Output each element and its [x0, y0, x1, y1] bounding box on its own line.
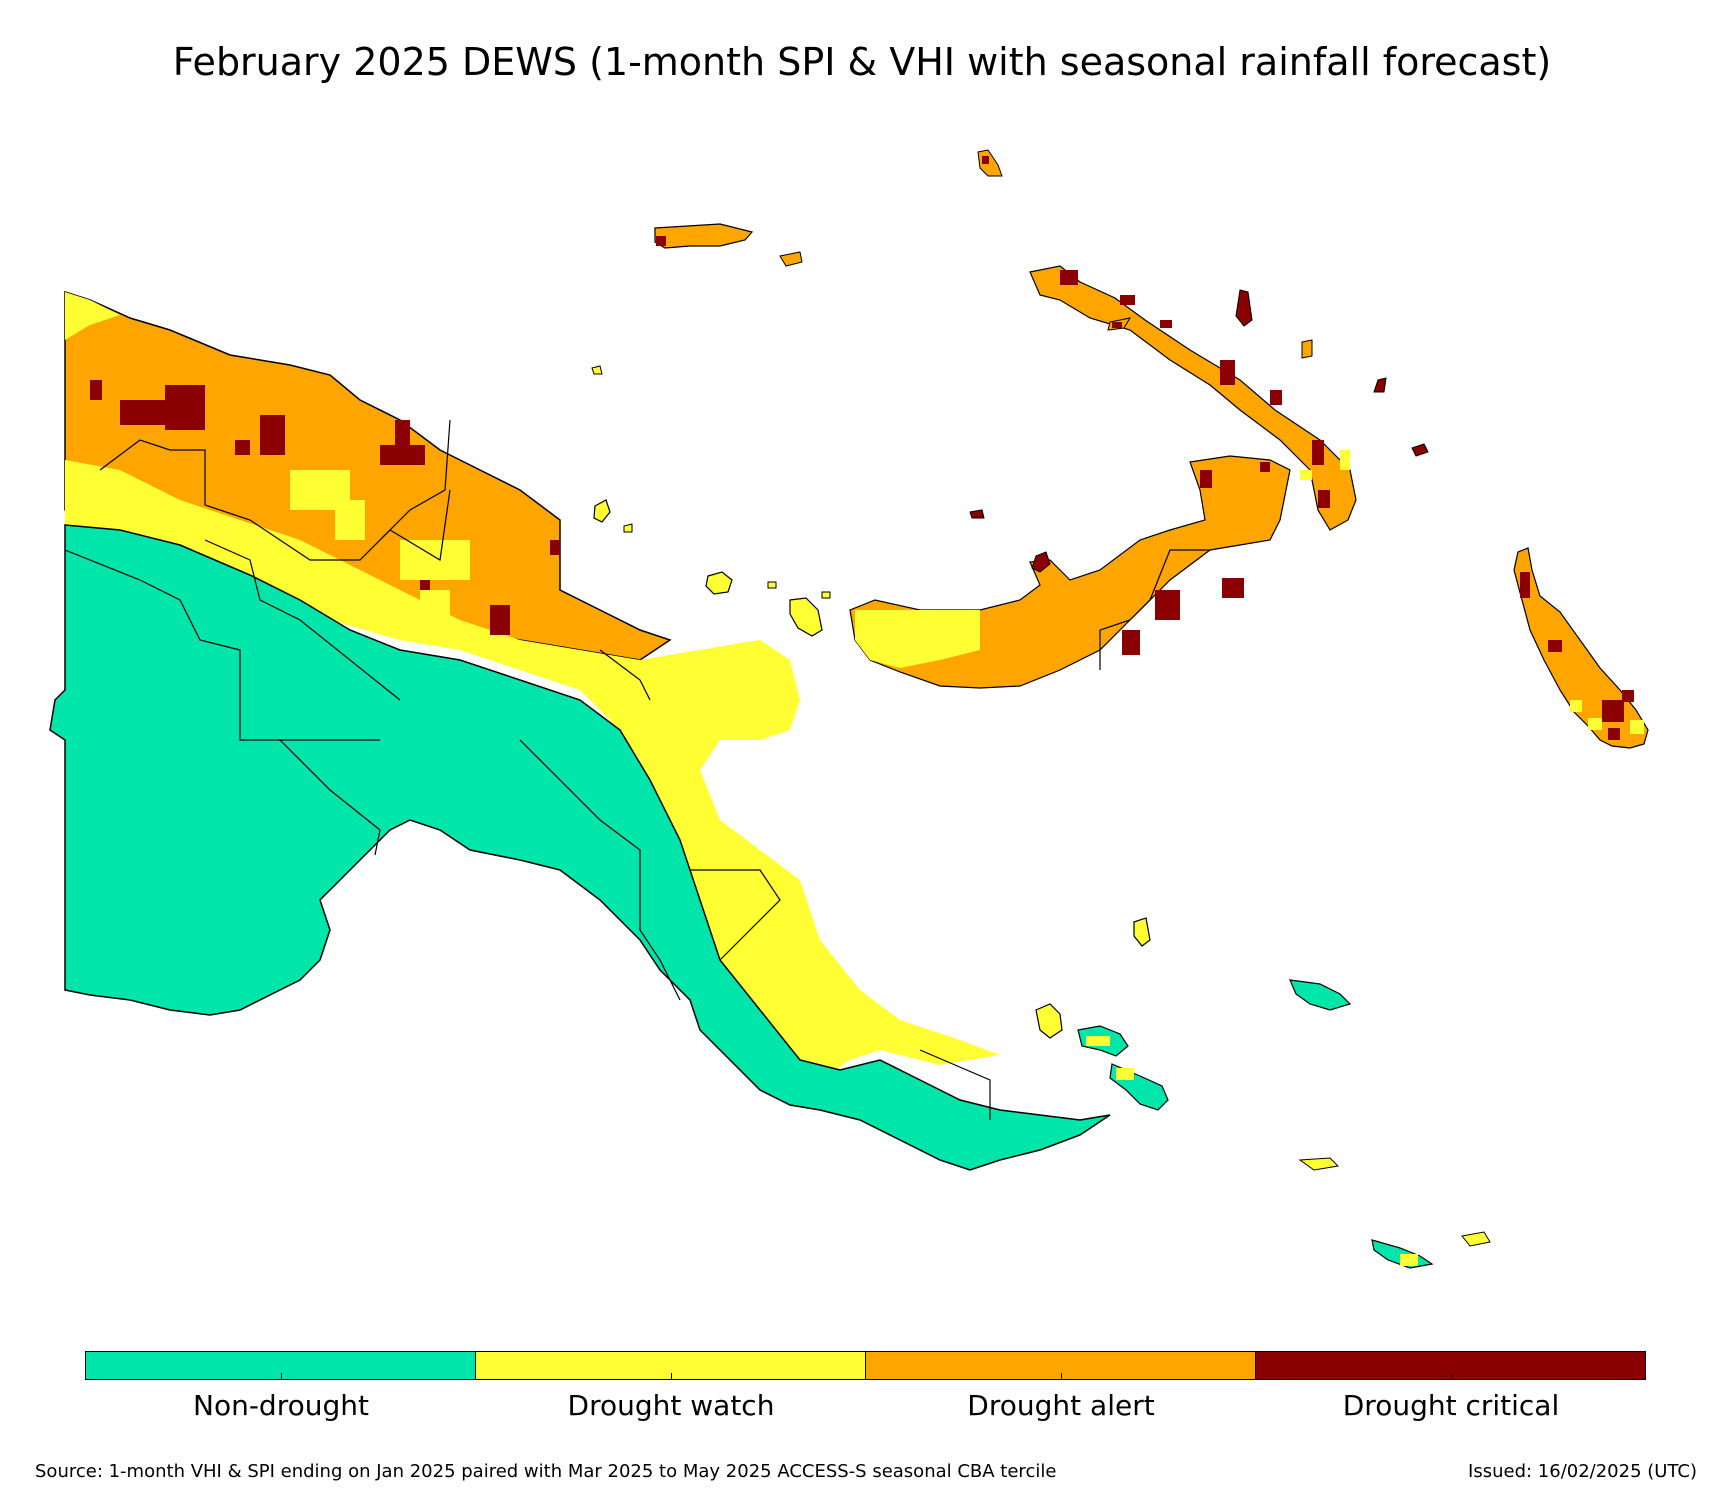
map-title: February 2025 DEWS (1-month SPI & VHI wi…: [172, 40, 1552, 84]
legend-label-drought-watch: Drought watch: [567, 1389, 775, 1422]
critical-patches-north: [90, 380, 560, 635]
legend-swatch-drought-alert: [866, 1352, 1256, 1379]
legend-label-drought-alert: Drought alert: [967, 1389, 1155, 1422]
watch-patches-north: [290, 470, 470, 630]
northern-small-islands: [591, 149, 1429, 519]
province-boundaries: [64, 419, 991, 1120]
new-ireland: [1029, 265, 1357, 531]
legend-swatch-non-drought: [86, 1352, 476, 1379]
milne-bay-islands: [1035, 917, 1491, 1269]
mainland-north-watch: [65, 292, 1000, 1080]
bougainville: [1513, 547, 1649, 749]
issued-date: Issued: 16/02/2025 (UTC): [1468, 1461, 1697, 1482]
madang-islands: [593, 499, 831, 637]
new-britain: [849, 455, 1291, 689]
legend-label-drought-critical: Drought critical: [1342, 1389, 1560, 1422]
legend-swatch-drought-critical: [1256, 1352, 1645, 1379]
legend-label-non-drought: Non-drought: [193, 1389, 369, 1422]
drought-map: [49, 149, 1649, 1269]
source-note: Source: 1-month VHI & SPI ending on Jan …: [35, 1461, 1057, 1482]
legend-colorbar: [85, 1351, 1646, 1380]
manus-island: [654, 223, 803, 267]
mainland-south-non-drought: [49, 524, 1111, 1171]
legend-swatch-drought-watch: [476, 1352, 866, 1379]
